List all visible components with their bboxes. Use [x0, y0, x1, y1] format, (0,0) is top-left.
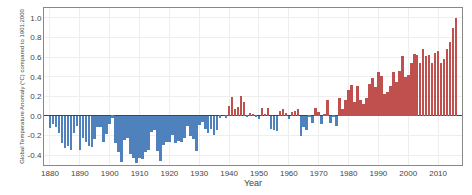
svg-text:1880: 1880: [41, 169, 59, 178]
svg-text:Global Temperature Anomaly (°C: Global Temperature Anomaly (°C) compared…: [19, 8, 25, 163]
svg-text:1920: 1920: [161, 169, 179, 178]
svg-text:1910: 1910: [131, 169, 149, 178]
svg-text:0.6: 0.6: [30, 53, 42, 62]
svg-text:1930: 1930: [190, 169, 208, 178]
svg-text:1940: 1940: [220, 169, 238, 178]
svg-text:2000: 2000: [399, 169, 417, 178]
svg-text:0.2: 0.2: [30, 92, 42, 101]
svg-text:1950: 1950: [250, 169, 268, 178]
svg-text:0.8: 0.8: [30, 33, 42, 42]
svg-text:1890: 1890: [71, 169, 89, 178]
svg-text:1900: 1900: [101, 169, 119, 178]
svg-text:-0.4: -0.4: [28, 151, 42, 160]
svg-text:1960: 1960: [280, 169, 298, 178]
svg-text:1980: 1980: [340, 169, 358, 178]
svg-text:-0.2: -0.2: [28, 131, 42, 140]
svg-text:1.0: 1.0: [30, 14, 42, 23]
svg-text:2010: 2010: [429, 169, 447, 178]
svg-text:Year: Year: [244, 178, 262, 188]
svg-text:0.0: 0.0: [30, 112, 42, 121]
svg-text:1990: 1990: [370, 169, 388, 178]
svg-text:0.4: 0.4: [30, 72, 42, 81]
svg-text:1970: 1970: [310, 169, 328, 178]
